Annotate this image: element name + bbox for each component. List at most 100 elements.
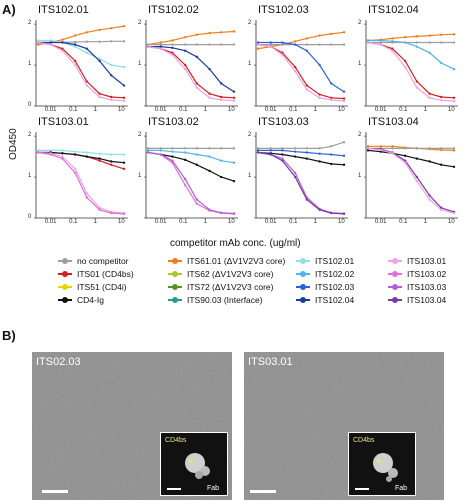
data-point [281,149,284,152]
data-point [342,163,346,166]
data-point [403,59,407,63]
data-point [318,93,321,96]
legend-label: no competitor [77,256,129,266]
data-point [415,41,419,44]
data-point [49,43,52,46]
data-point [403,154,407,157]
series-line [367,147,455,214]
em-panel-1: ITS02.03 CD4bs Fab [32,352,232,500]
series-line [367,33,455,42]
data-point [452,33,456,36]
data-point [269,43,272,46]
data-point [415,175,419,179]
axis-frame [145,20,238,107]
data-point [98,59,101,63]
data-point [110,95,113,99]
subplot-chart [254,132,348,219]
data-point [159,47,162,50]
data-point [293,43,297,46]
legend-swatch [168,269,182,279]
series-line [148,149,235,164]
data-point [98,95,101,99]
legend-item: ITS103.02 [388,269,446,279]
data-point [269,149,272,152]
data-point [318,43,321,46]
subplot-title: ITS103.01 [38,116,89,128]
data-point [49,41,52,44]
data-point [49,153,52,156]
data-point [232,161,236,164]
data-point [98,159,101,162]
data-point [305,37,309,40]
data-point [428,96,431,100]
data-point [98,28,101,32]
x-tick-label: 1 [93,107,97,113]
y-tick-label: 1 [28,173,32,180]
x-tick-label: 0.1 [69,107,78,113]
data-point [269,41,272,44]
legend-item: ITS90.03 (Interface) [168,295,263,305]
data-point [293,155,297,158]
data-point [281,159,284,162]
y-tick-label: 1 [138,61,142,68]
data-point [110,163,113,166]
legend-item: ITS72 (ΔV1V2V3 core) [168,282,273,292]
data-point [220,159,223,162]
data-point [122,24,126,28]
data-point [391,47,394,50]
y-tick-label: 1 [248,173,252,180]
data-point [122,153,126,156]
data-point [61,38,64,41]
x-tick-label: 1 [313,219,317,225]
data-point [171,46,174,50]
data-point [171,39,174,42]
data-point [428,41,431,44]
legend-swatch [168,295,182,305]
legend-label: ITS102.02 [315,269,355,279]
data-point [208,208,211,212]
data-point [415,80,419,83]
axis-frame [35,132,128,219]
data-point [256,47,260,50]
series-line [38,39,125,68]
data-point [366,145,370,148]
data-point [195,55,199,59]
data-point [183,36,187,39]
data-point [195,43,199,46]
data-point [208,169,211,173]
data-point [452,41,456,44]
data-point [195,202,199,205]
data-point [330,32,333,36]
legend-swatch [388,282,402,292]
data-point [391,147,394,150]
data-point [379,148,382,152]
data-point [452,165,456,169]
data-point [208,155,211,158]
data-point [269,147,272,150]
data-point [85,40,89,43]
series-line [368,39,455,70]
data-point [98,40,101,43]
data-point [415,147,419,150]
x-tick-label: 10 [448,107,455,113]
series-line [257,31,345,50]
data-point [305,147,309,150]
data-point [220,211,223,214]
legend-swatch [58,295,72,305]
data-point [428,34,431,37]
data-point [330,98,333,102]
data-point [428,160,431,163]
data-point [195,153,199,156]
y-tick-label: 1 [28,61,32,68]
data-point [208,92,211,95]
legend-label: ITS103.01 [407,256,447,266]
subplot-chart [144,20,238,107]
data-point [122,65,126,69]
data-point [73,153,77,156]
y-tick-label: 1 [138,173,142,180]
data-point [305,43,309,46]
class-average-inset: CD4bs Fab [160,432,228,496]
data-point [428,51,431,54]
data-point [281,157,284,160]
subplot-chart [34,132,128,219]
